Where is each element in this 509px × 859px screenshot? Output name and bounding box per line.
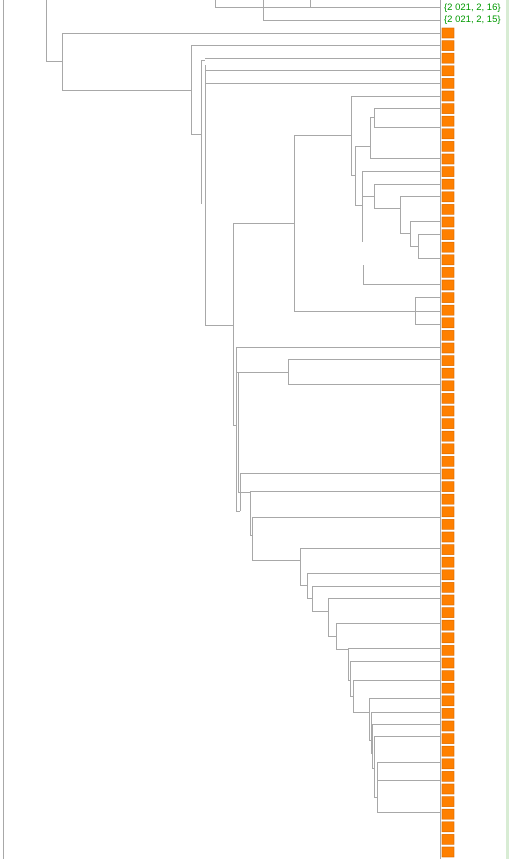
leaf-marker[interactable] xyxy=(441,745,455,757)
leaf-marker[interactable] xyxy=(441,846,455,858)
leaf-marker[interactable] xyxy=(441,342,455,354)
leaf-marker[interactable] xyxy=(441,292,455,303)
leaf-marker[interactable] xyxy=(441,191,455,203)
leaf-marker[interactable] xyxy=(441,40,455,51)
leaf-marker[interactable] xyxy=(441,519,455,530)
leaf-marker[interactable] xyxy=(441,758,455,770)
leaf-marker[interactable] xyxy=(441,128,455,140)
leaf-marker[interactable] xyxy=(441,657,455,669)
leaf-marker[interactable] xyxy=(441,493,455,505)
leaf-marker[interactable] xyxy=(441,418,455,429)
leaf-marker[interactable] xyxy=(441,153,455,165)
leaf-marker[interactable] xyxy=(441,481,455,492)
leaf-marker[interactable] xyxy=(441,808,455,820)
leaf-marker[interactable] xyxy=(441,582,455,593)
leaf-marker[interactable] xyxy=(441,355,455,366)
leaf-marker[interactable] xyxy=(441,834,455,845)
leaf-marker[interactable] xyxy=(441,670,455,681)
leaf-marker[interactable] xyxy=(441,254,455,266)
leaf-marker[interactable] xyxy=(441,166,455,177)
leaf-marker[interactable] xyxy=(441,531,455,543)
leaf-marker[interactable] xyxy=(441,204,455,215)
leaf-marker[interactable] xyxy=(441,229,455,240)
leaf-marker[interactable] xyxy=(441,103,455,114)
leaf-marker[interactable] xyxy=(441,330,455,341)
leaf-marker[interactable] xyxy=(441,317,455,329)
leaf-marker[interactable] xyxy=(441,241,455,253)
leaf-marker[interactable] xyxy=(441,821,455,833)
leaf-marker[interactable] xyxy=(441,506,455,518)
leaf-marker[interactable] xyxy=(441,393,455,404)
leaf-marker[interactable] xyxy=(441,645,455,656)
leaf-marker[interactable] xyxy=(441,569,455,581)
leaf-marker[interactable] xyxy=(441,430,455,442)
leaf-marker[interactable] xyxy=(441,619,455,631)
leaf-marker[interactable] xyxy=(441,115,455,127)
leaf-marker[interactable] xyxy=(441,443,455,455)
leaf-marker[interactable] xyxy=(441,90,455,102)
leaf-marker[interactable] xyxy=(441,216,455,228)
leaf-marker[interactable] xyxy=(441,78,455,89)
leaf-marker[interactable] xyxy=(441,594,455,606)
leaf-marker[interactable] xyxy=(441,607,455,618)
leaf-marker[interactable] xyxy=(441,468,455,480)
leaf-marker[interactable] xyxy=(441,796,455,807)
leaf-marker[interactable] xyxy=(441,141,455,152)
leaf-label-1: {2 021, 2, 16} xyxy=(444,2,501,13)
leaf-marker[interactable] xyxy=(441,380,455,392)
leaf-marker[interactable] xyxy=(441,783,455,795)
leaf-marker[interactable] xyxy=(441,267,455,278)
leaf-marker[interactable] xyxy=(441,367,455,379)
frame-border xyxy=(506,0,509,859)
leaf-marker[interactable] xyxy=(441,682,455,694)
leaf-marker[interactable] xyxy=(441,52,455,64)
leaf-marker[interactable] xyxy=(441,720,455,732)
leaf-marker[interactable] xyxy=(441,708,455,719)
leaf-markers xyxy=(441,27,455,858)
leaf-marker[interactable] xyxy=(441,733,455,744)
leaf-marker[interactable] xyxy=(441,556,455,568)
leaf-marker[interactable] xyxy=(441,27,455,39)
leaf-label-2: {2 021, 2, 15} xyxy=(444,14,501,25)
leaf-marker[interactable] xyxy=(441,456,455,467)
leaf-marker[interactable] xyxy=(441,632,455,644)
leaf-marker[interactable] xyxy=(441,65,455,77)
leaf-marker[interactable] xyxy=(441,178,455,190)
leaf-marker[interactable] xyxy=(441,279,455,291)
leaf-marker[interactable] xyxy=(441,771,455,782)
leaf-marker[interactable] xyxy=(441,405,455,417)
leaf-marker[interactable] xyxy=(441,544,455,555)
leaf-marker[interactable] xyxy=(441,304,455,316)
dendrogram-branches xyxy=(3,0,441,859)
leaf-marker[interactable] xyxy=(441,695,455,707)
